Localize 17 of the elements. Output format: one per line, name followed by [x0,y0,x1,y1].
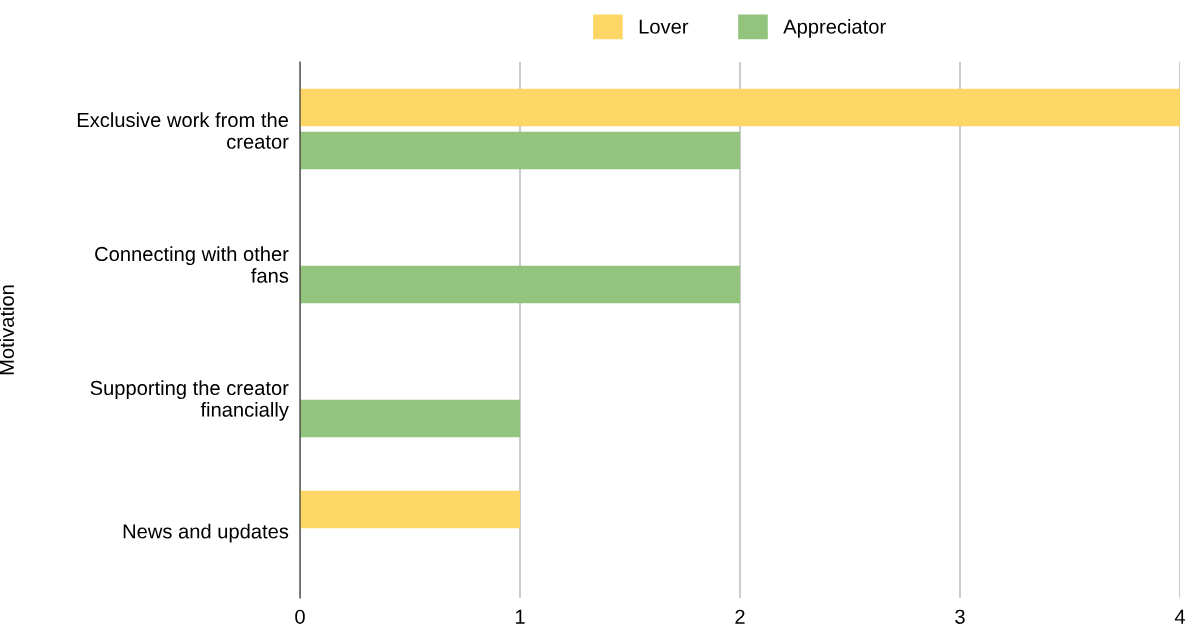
y-tick-label: Supporting the creator financially [90,380,289,421]
legend-label: Lover [639,19,689,34]
y-tick-label: Exclusive work from the creator [77,112,289,149]
bar [300,490,520,529]
x-tick-label: 1 [515,609,525,624]
x-tick-label: 0 [295,609,305,624]
y-axis-title: Motivation [0,285,15,375]
bar [300,88,1180,127]
bar [300,399,520,438]
x-tick-label: 2 [735,609,745,624]
legend-label: Appreciator [783,18,886,38]
bar [300,131,740,170]
x-tick-label: 4 [1174,609,1186,624]
y-tick-label: News and updates [123,523,289,543]
x-tick-label: 3 [955,609,965,624]
y-tick-label: Connecting with other fans [95,246,289,283]
bar [300,265,740,304]
